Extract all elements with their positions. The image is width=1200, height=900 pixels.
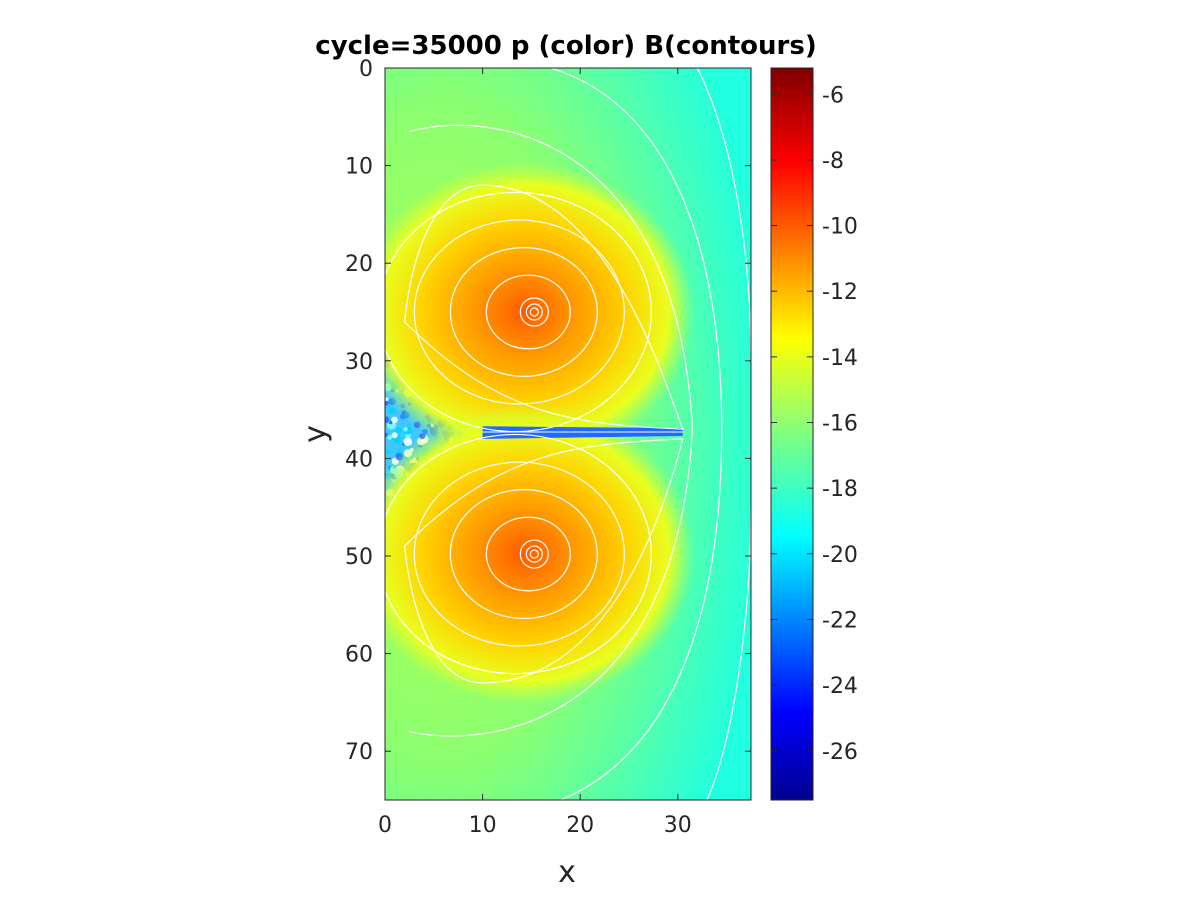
contour-line — [409, 124, 694, 737]
x-tick-label: 30 — [664, 813, 692, 838]
colorbar-gradient — [771, 68, 813, 800]
colorbar-ticks: -6 -8 -10 -12 -14 -16 -18 -20 -22 -24 -26 — [771, 83, 858, 765]
turbulence-blob — [385, 400, 389, 406]
contour-line — [529, 307, 539, 317]
contour-line — [519, 297, 549, 327]
y-tick-label: 30 — [345, 350, 373, 375]
y-tick-label: 60 — [345, 643, 373, 668]
colorbar-tick-label: -20 — [822, 543, 858, 568]
contour-line — [413, 461, 625, 647]
contour-line — [550, 68, 723, 800]
contour-line — [403, 438, 684, 684]
colorbar-tick-label: -22 — [822, 608, 858, 633]
colorbar-tick-label: -24 — [822, 674, 858, 699]
contour-line — [485, 274, 571, 350]
x-tick-label: 20 — [566, 813, 594, 838]
turbulence-blob — [385, 432, 388, 437]
y-axis-label: y — [298, 425, 333, 443]
turbulence-blob — [385, 416, 390, 424]
turbulence-blob — [388, 420, 393, 425]
contour-line — [696, 68, 751, 361]
contour-line — [385, 433, 652, 675]
contour-line — [449, 247, 598, 378]
field-contours — [385, 68, 751, 800]
turbulence-blob — [403, 427, 408, 432]
contour-line — [525, 303, 543, 321]
contour-line — [525, 545, 543, 563]
colorbar-tick-label: -10 — [822, 215, 858, 240]
contour-line — [413, 219, 625, 405]
colorbar-tick-label: -12 — [822, 280, 858, 305]
pressure-lobe-top — [385, 162, 695, 462]
y-tick-label: 20 — [345, 252, 373, 277]
contour-line — [449, 489, 598, 620]
turbulence-blob — [396, 427, 403, 434]
colorbar-tick-label: -18 — [822, 477, 858, 502]
x-axis-label: x — [558, 855, 576, 890]
y-tick-label: 50 — [345, 545, 373, 570]
y-axis: 0 10 20 30 40 50 60 70 — [345, 57, 751, 765]
y-tick-label: 0 — [359, 57, 373, 82]
colorbar-tick-label: -14 — [822, 346, 858, 371]
colorbar-tick-label: -6 — [822, 83, 844, 108]
y-tick-label: 40 — [345, 447, 373, 472]
contour-line — [385, 191, 652, 433]
colorbar-frame — [770, 67, 814, 801]
colorbar: -6 -8 -10 -12 -14 -16 -18 -20 -22 -24 -26 — [770, 67, 858, 801]
plot-frame — [384, 67, 752, 801]
turbulence-blob — [391, 416, 398, 424]
x-tick-label: 0 — [378, 813, 392, 838]
x-axis: 0 10 20 30 — [378, 68, 692, 838]
colorbar-tick-label: -8 — [822, 149, 844, 174]
pressure-lobe-bottom — [385, 404, 695, 705]
turbulence-blob — [385, 449, 390, 455]
turbulence-blob — [388, 407, 395, 414]
chart-title: cycle=35000 p (color) B(contours) — [315, 31, 816, 61]
colorbar-tick-label: -26 — [822, 740, 858, 765]
contour-line — [519, 539, 549, 569]
contour-line — [485, 516, 571, 592]
contour-line — [529, 549, 539, 559]
turbulence-blob — [391, 432, 398, 439]
heatmap-plot-area — [385, 68, 751, 800]
y-tick-label: 10 — [345, 155, 373, 180]
y-tick-label: 70 — [345, 740, 373, 765]
contour-line — [706, 507, 751, 800]
turbulence-blob — [387, 435, 393, 440]
contour-line — [403, 184, 684, 430]
colorbar-tick-label: -16 — [822, 412, 858, 437]
x-tick-label: 10 — [469, 813, 497, 838]
